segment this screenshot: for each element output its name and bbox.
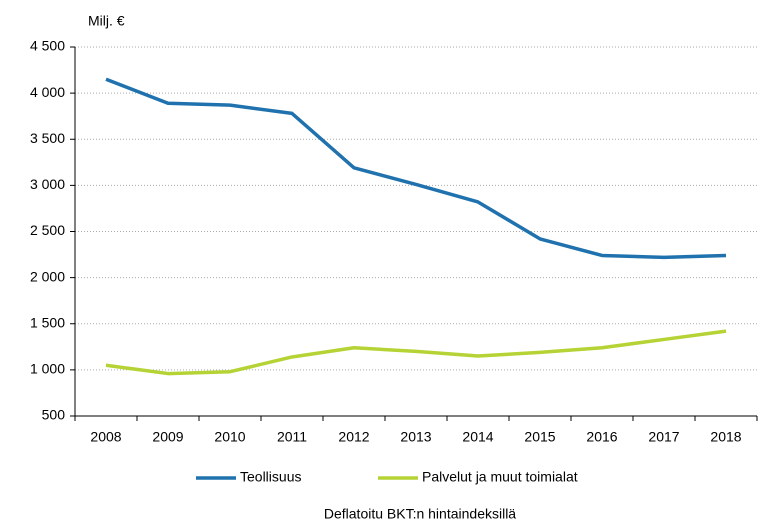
- note: Deflatoitu BKT:n hintaindeksillä: [324, 506, 516, 522]
- y-tick-label: 2 000: [30, 268, 65, 284]
- series-line: [105, 329, 727, 376]
- legend-label: Teollisuus: [240, 469, 301, 485]
- x-tick-label: 2014: [462, 429, 493, 445]
- y-tick-label: 3 500: [30, 130, 65, 146]
- y-axis-label: Milj. €: [88, 13, 125, 29]
- y-tick-label: 1 000: [30, 361, 65, 377]
- x-tick-label: 2018: [710, 429, 741, 445]
- y-tick-label: 1 500: [30, 314, 65, 330]
- x-tick-label: 2011: [277, 429, 307, 445]
- x-tick-label: 2012: [338, 429, 369, 445]
- x-tick-label: 2016: [586, 429, 617, 445]
- series-line: [105, 77, 727, 260]
- x-tick-label: 2013: [400, 429, 431, 445]
- y-tick-label: 4 500: [30, 38, 65, 54]
- x-tick-label: 2015: [524, 429, 555, 445]
- x-tick-label: 2010: [214, 429, 245, 445]
- x-tick-label: 2009: [152, 429, 183, 445]
- x-tick-label: 2017: [648, 429, 679, 445]
- legend-label: Palvelut ja muut toimialat: [422, 469, 578, 485]
- y-tick-label: 500: [42, 407, 66, 423]
- x-tick-label: 2008: [90, 429, 121, 445]
- y-tick-label: 4 000: [30, 84, 65, 100]
- y-tick-label: 3 000: [30, 176, 65, 192]
- y-tick-label: 2 500: [30, 222, 65, 238]
